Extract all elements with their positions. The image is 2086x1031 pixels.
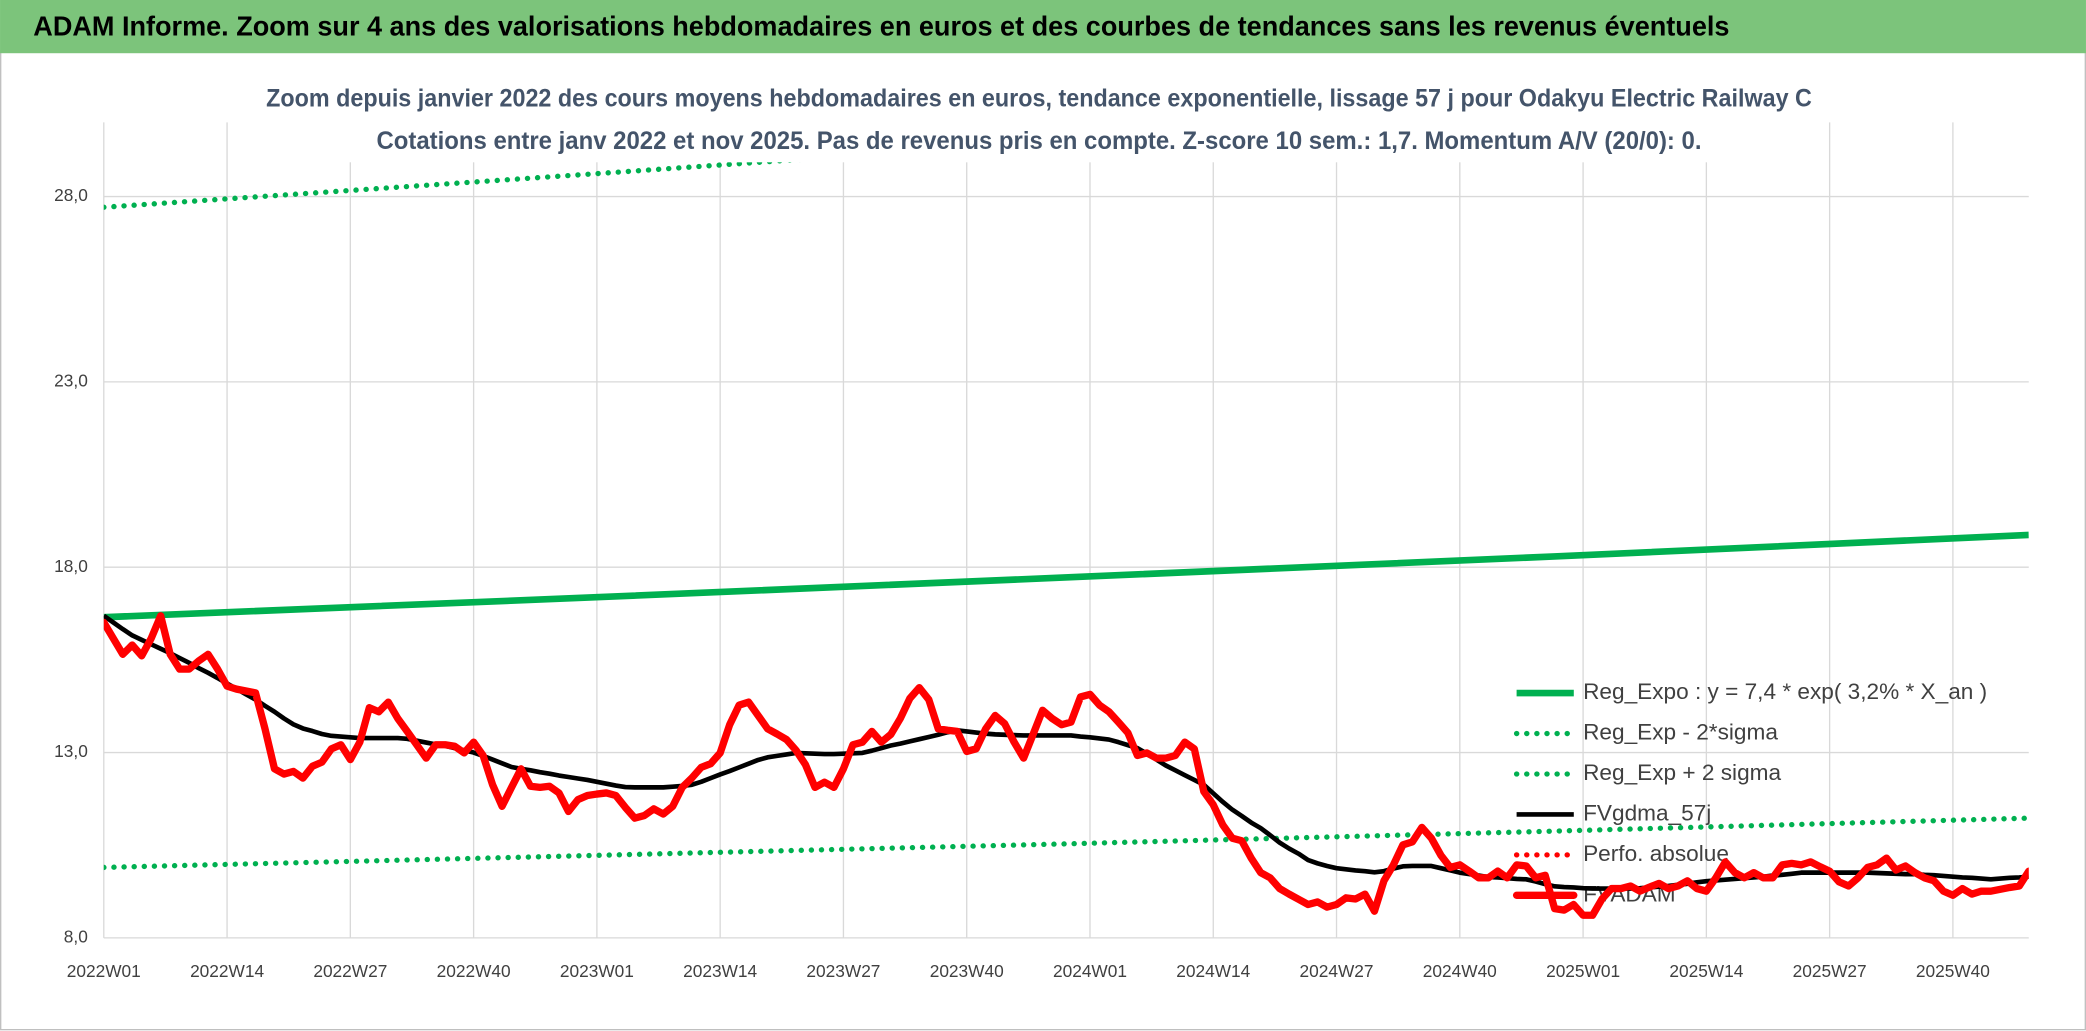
y-tick-label: 13,0 (54, 741, 88, 761)
title-backing (252, 77, 1823, 163)
legend-label: FVgdma_57j (1583, 800, 1711, 825)
y-tick-label: 8,0 (64, 926, 88, 946)
x-tick-label: 2024W40 (1423, 961, 1497, 981)
chart-subtitle: Cotations entre janv 2022 et nov 2025. P… (377, 127, 1702, 155)
x-tick-label: 2024W14 (1176, 961, 1250, 981)
x-tick-label: 2023W01 (560, 961, 634, 981)
legend-label: Reg_Exp - 2*sigma (1583, 720, 1778, 745)
legend-label: Perfo. absolue (1583, 841, 1729, 866)
x-tick-label: 2024W27 (1300, 961, 1374, 981)
x-tick-label: 2022W14 (190, 961, 264, 981)
series-line (103, 531, 2029, 621)
series-line (103, 815, 2029, 871)
legend-label: Reg_Expo : y = 7,4 * exp( 3,2% * X_an ) (1583, 679, 1987, 704)
header-title: ADAM Informe. Zoom sur 4 ans des valoris… (33, 10, 1729, 41)
x-tick-label: 2022W40 (437, 961, 511, 981)
x-tick-label: 2023W40 (930, 961, 1004, 981)
x-tick-label: 2023W27 (806, 961, 880, 981)
grid (103, 122, 2029, 939)
x-tick-label: 2025W27 (1793, 961, 1867, 981)
x-tick-label: 2025W01 (1546, 961, 1620, 981)
x-tick-label: 2022W27 (313, 961, 387, 981)
series-line (103, 612, 2029, 919)
x-tick-label: 2025W40 (1916, 961, 1990, 981)
chart-title: Zoom depuis janvier 2022 des cours moyen… (266, 84, 1812, 112)
x-tick-label: 2022W01 (67, 961, 141, 981)
y-tick-label: 28,0 (54, 185, 88, 205)
legend-label: Reg_Exp + 2 sigma (1583, 760, 1781, 785)
chart-frame (0, 49, 2086, 1031)
y-tick-label: 23,0 (54, 370, 88, 390)
x-tick-label: 2023W14 (683, 961, 757, 981)
x-tick-label: 2024W01 (1053, 961, 1127, 981)
series-line (103, 613, 2029, 891)
x-tick-label: 2025W14 (1669, 961, 1743, 981)
axes: 8,0 13,0 18,0 23,0 28,0 2022W01 2022W14 2022W27… (54, 185, 1990, 981)
y-tick-label: 18,0 (54, 556, 88, 576)
header-bar (0, 0, 2086, 54)
